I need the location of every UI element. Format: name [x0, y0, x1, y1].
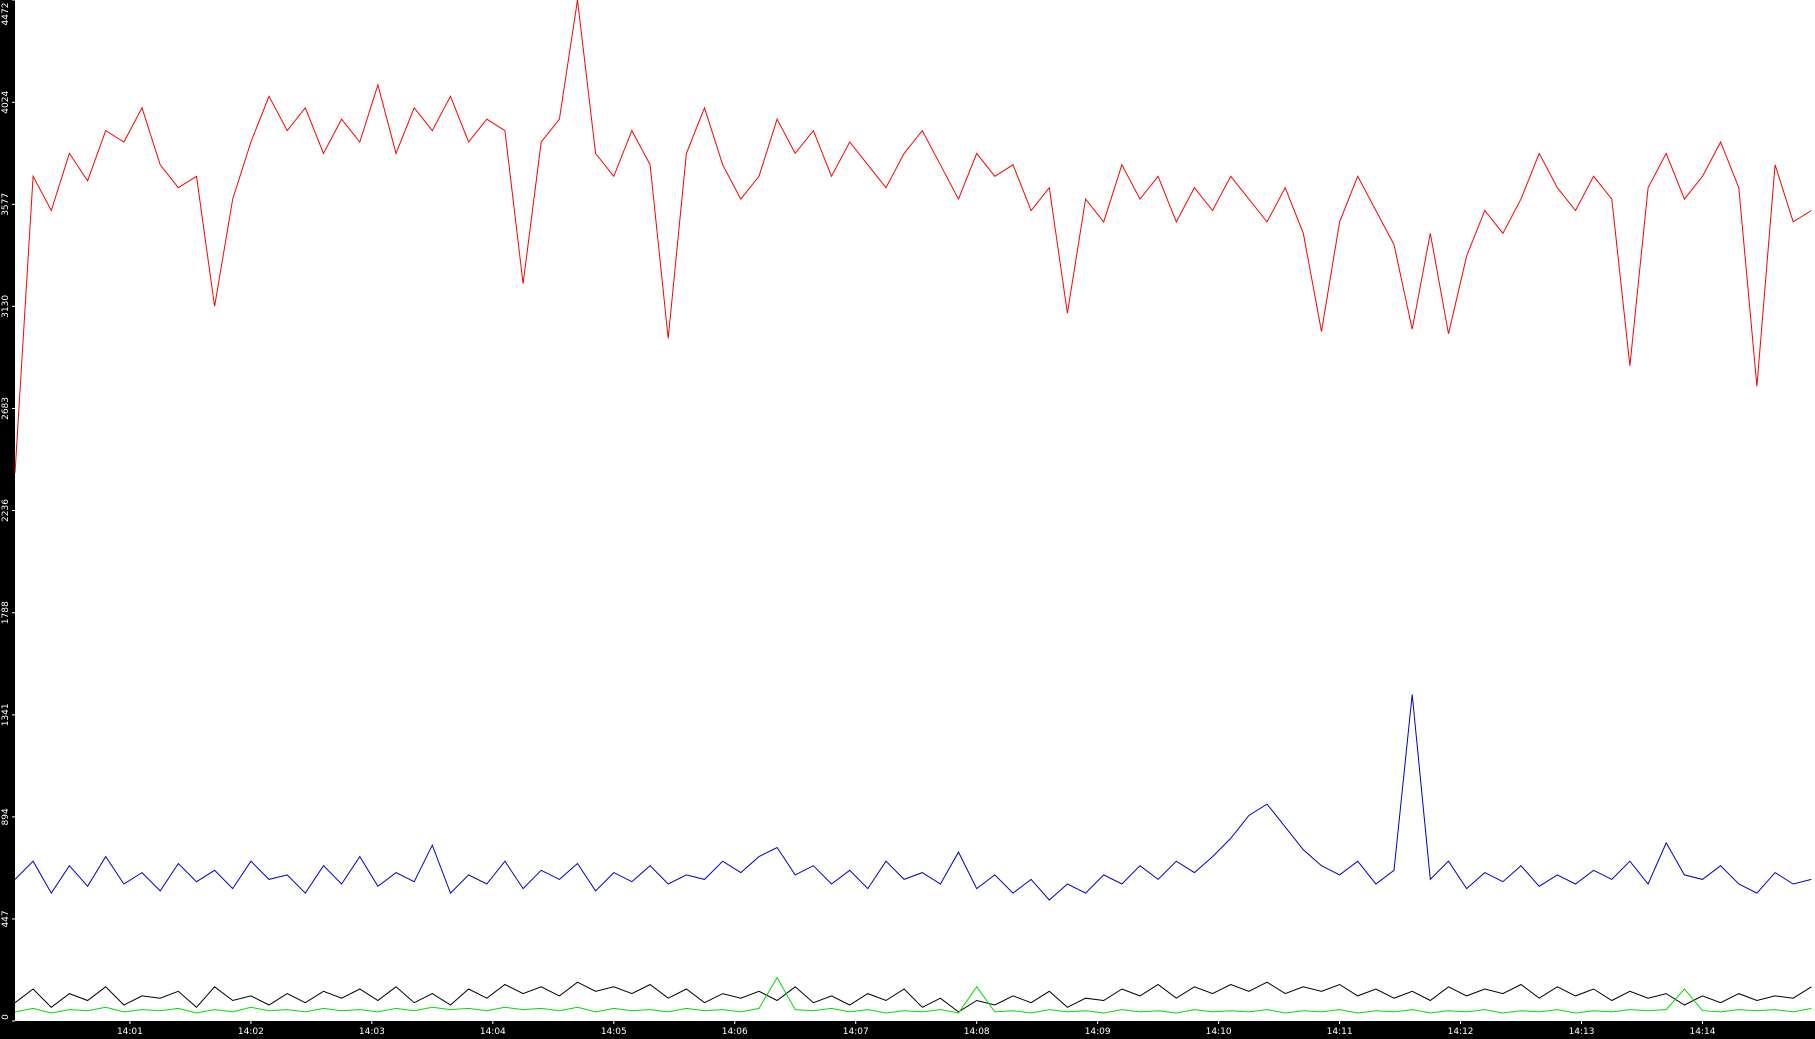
- x-tick-label: 14:13: [1569, 1027, 1595, 1037]
- y-tick-label: 1788: [1, 601, 11, 624]
- y-tick-label: 4024: [1, 91, 11, 114]
- x-tick-label: 14:05: [601, 1027, 627, 1037]
- x-tick-label: 14:12: [1448, 1027, 1474, 1037]
- y-tick-label: 447: [1, 910, 11, 927]
- series-line: [14, 0, 1812, 474]
- y-tick-label: 3130: [1, 295, 11, 318]
- x-tick-label: 14:06: [722, 1027, 748, 1037]
- x-tick-label: 14:02: [238, 1027, 264, 1037]
- x-tick-label: 14:11: [1327, 1027, 1353, 1037]
- y-tick-label: 4472: [1, 3, 11, 26]
- x-tick-label: 14:07: [843, 1027, 869, 1037]
- x-tick-label: 14:04: [480, 1027, 506, 1037]
- y-tick-label: 2236: [1, 499, 11, 522]
- series-line: [14, 694, 1812, 901]
- y-tick-label: 3577: [1, 193, 11, 216]
- series-line: [14, 976, 1812, 1014]
- x-tick-label: 14:14: [1690, 1027, 1716, 1037]
- x-tick-label: 14:08: [964, 1027, 990, 1037]
- x-tick-label: 14:03: [359, 1027, 385, 1037]
- x-axis-bar: [0, 1021, 1815, 1039]
- series-line: [14, 981, 1812, 1013]
- y-tick-label: 894: [1, 808, 11, 825]
- y-tick-label: 0: [1, 1014, 11, 1020]
- x-tick-label: 14:09: [1085, 1027, 1111, 1037]
- y-axis-bar: [0, 0, 15, 1039]
- y-tick-label: 1341: [1, 703, 11, 726]
- x-tick-label: 14:01: [117, 1027, 143, 1037]
- y-tick-label: 2683: [1, 397, 11, 420]
- x-tick-label: 14:10: [1206, 1027, 1232, 1037]
